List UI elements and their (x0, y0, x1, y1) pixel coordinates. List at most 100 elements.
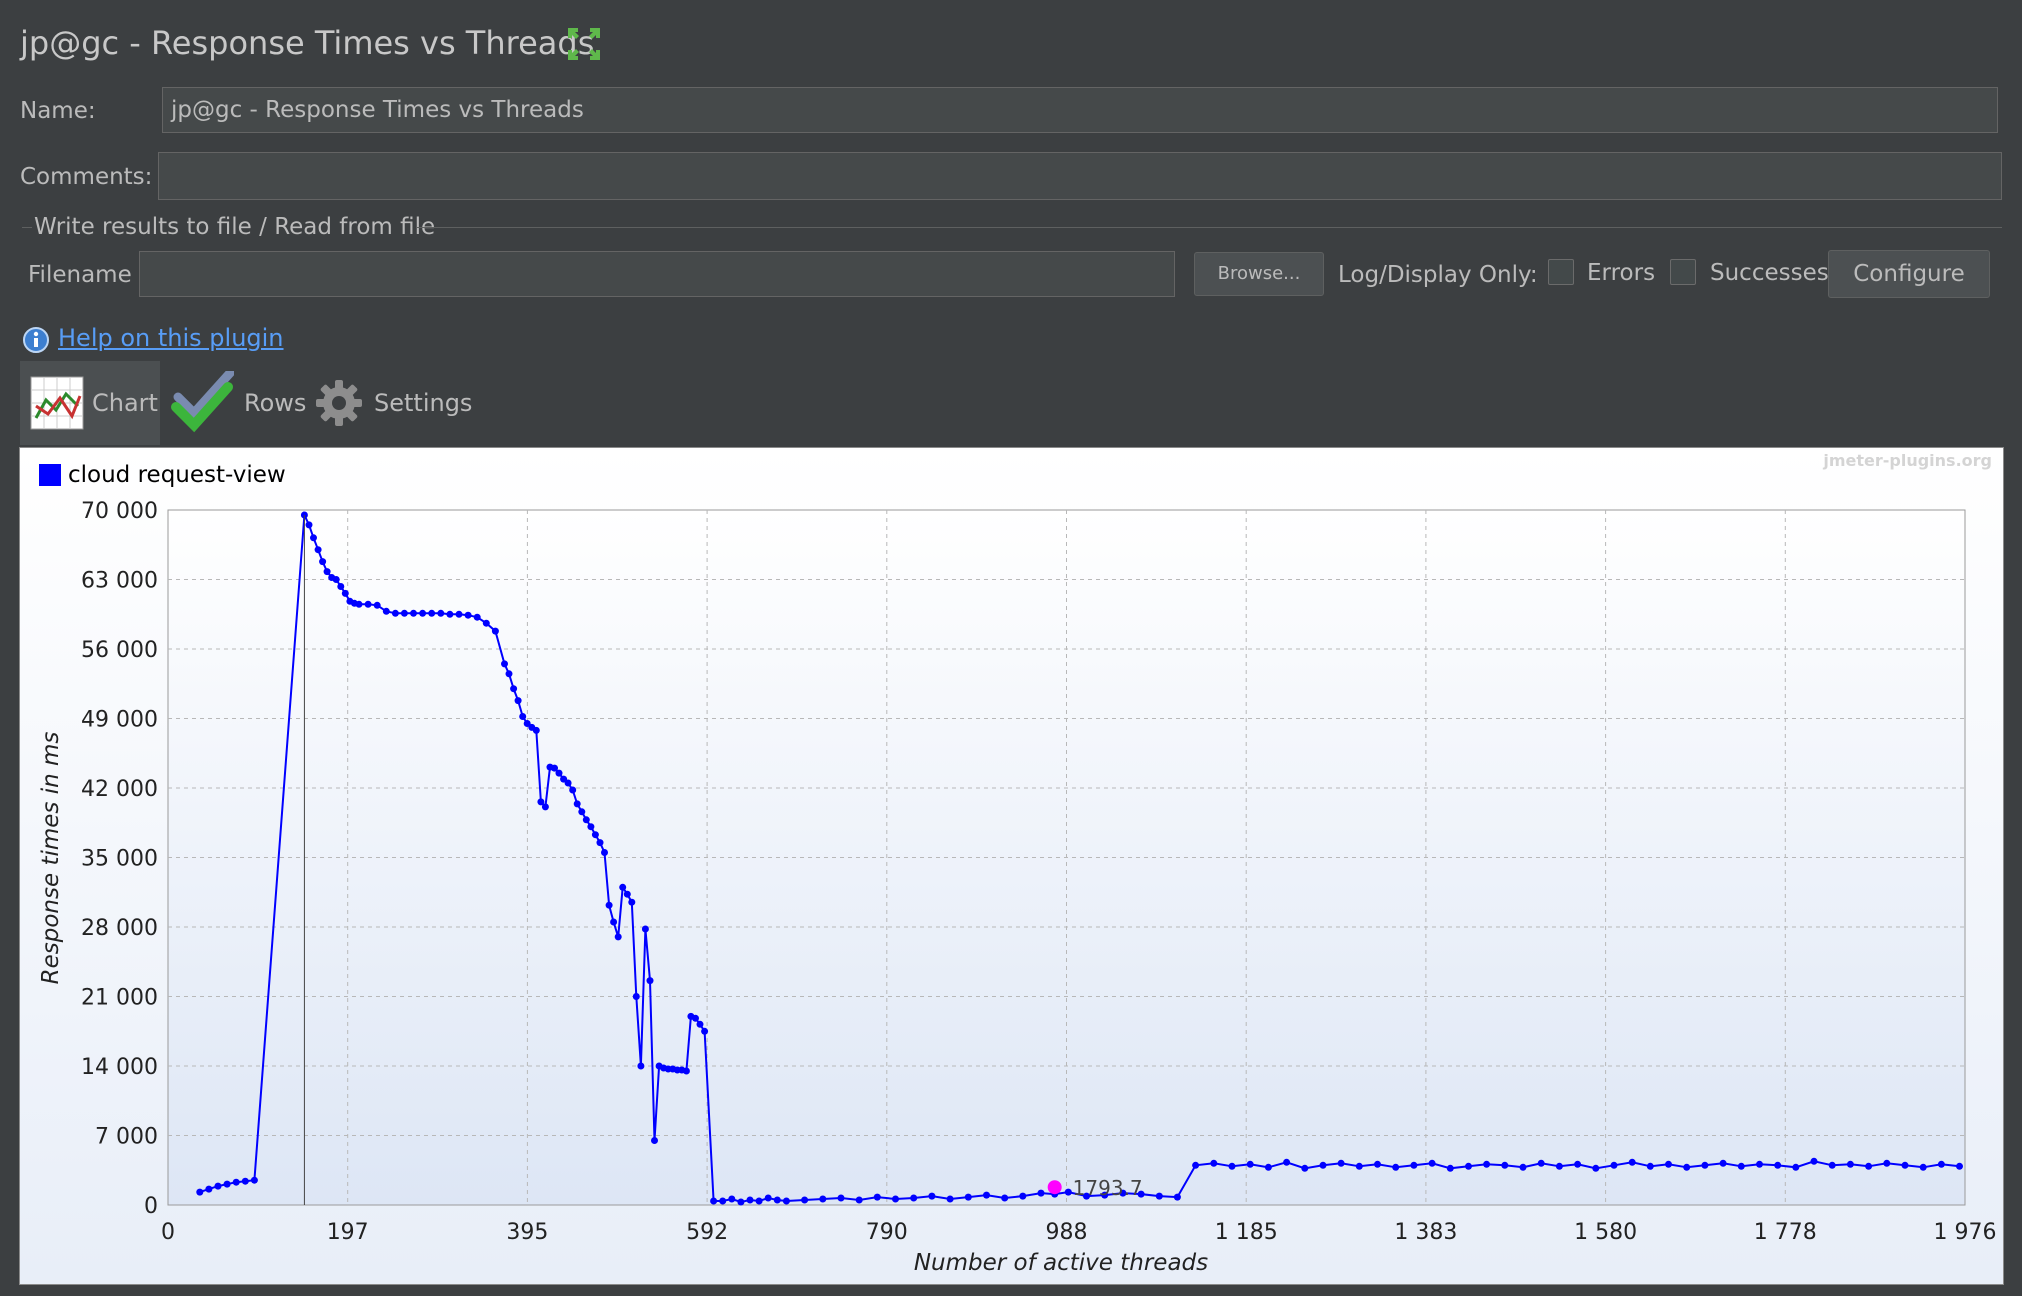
filename-input[interactable] (139, 251, 1175, 297)
data-point (214, 1182, 222, 1190)
data-point (637, 1062, 645, 1070)
data-point (873, 1193, 881, 1201)
data-point (1683, 1163, 1691, 1171)
data-point (1555, 1162, 1563, 1170)
tab-chart[interactable]: Chart (20, 361, 160, 445)
data-point (382, 607, 390, 615)
data-point (601, 849, 608, 856)
data-point (1319, 1161, 1327, 1169)
hover-value-label: 1793.7 (1073, 1176, 1143, 1200)
data-point (341, 589, 349, 597)
data-point (1155, 1192, 1163, 1200)
y-tick-label: 49 000 (81, 708, 158, 733)
browse-button[interactable]: Browse... (1194, 252, 1324, 296)
x-axis-label: Number of active threads (914, 1250, 1208, 1276)
data-point (819, 1195, 827, 1203)
data-point (623, 890, 631, 898)
data-point (764, 1194, 772, 1202)
data-point (641, 925, 649, 933)
info-icon (23, 327, 49, 353)
data-point (332, 576, 340, 583)
data-point (1446, 1164, 1454, 1172)
errors-checkbox[interactable] (1548, 259, 1574, 285)
y-tick-label: 14 000 (81, 1055, 158, 1080)
y-tick-label: 70 000 (81, 499, 158, 524)
successes-checkbox[interactable] (1670, 259, 1696, 285)
x-tick-label: 1 976 (1934, 1220, 1997, 1245)
data-point (1846, 1160, 1854, 1168)
expand-arrows-icon[interactable] (566, 26, 602, 62)
data-point (305, 521, 313, 529)
data-point (455, 610, 463, 618)
legend-swatch (39, 464, 61, 486)
data-point (446, 610, 454, 618)
x-tick-label: 592 (686, 1220, 728, 1245)
data-point (1355, 1162, 1363, 1170)
tab-settings[interactable]: Settings (314, 361, 474, 445)
y-tick-label: 42 000 (81, 777, 158, 802)
data-point (651, 1137, 658, 1144)
data-point (510, 685, 518, 693)
comments-input[interactable] (158, 152, 2002, 200)
name-input[interactable]: jp@gc - Response Times vs Threads (162, 87, 1998, 133)
data-point (205, 1185, 213, 1193)
data-point (1392, 1163, 1400, 1171)
x-tick-label: 1 383 (1394, 1220, 1457, 1245)
data-point (1037, 1189, 1045, 1197)
data-point (337, 583, 345, 590)
x-tick-label: 395 (506, 1220, 548, 1245)
data-point (537, 798, 545, 806)
data-point (1465, 1162, 1472, 1170)
data-point (701, 1027, 709, 1035)
configure-button[interactable]: Configure (1828, 250, 1990, 298)
data-point (564, 779, 572, 787)
data-point (946, 1195, 954, 1203)
data-point (1083, 1192, 1090, 1200)
data-point (596, 839, 604, 847)
data-point (1228, 1162, 1236, 1170)
data-point (719, 1197, 727, 1205)
data-point (1774, 1161, 1782, 1169)
x-tick-label: 988 (1046, 1220, 1088, 1245)
data-point (591, 831, 599, 839)
data-point (696, 1020, 704, 1028)
data-point (1792, 1163, 1800, 1171)
tab-rows[interactable]: Rows (170, 361, 310, 445)
data-point (1719, 1159, 1727, 1167)
data-point (1574, 1160, 1582, 1168)
data-point (610, 918, 618, 926)
data-point (1937, 1160, 1945, 1168)
y-tick-label: 21 000 (81, 986, 158, 1011)
data-point (746, 1196, 754, 1204)
data-point (1646, 1162, 1654, 1170)
log-display-only-label: Log/Display Only: (1338, 262, 1538, 288)
data-point (801, 1196, 809, 1204)
data-point (1628, 1158, 1636, 1166)
data-point (473, 613, 481, 621)
data-point (532, 726, 540, 734)
x-tick-label: 0 (161, 1220, 175, 1245)
x-tick-label: 1 580 (1574, 1220, 1637, 1245)
data-point (1610, 1161, 1618, 1169)
data-point (1137, 1190, 1145, 1198)
data-point (755, 1197, 763, 1205)
data-point (1192, 1161, 1200, 1169)
data-point (391, 609, 399, 617)
watermark: jmeter-plugins.org (1822, 451, 1992, 470)
help-link[interactable]: Help on this plugin (58, 324, 284, 352)
window-title: jp@gc - Response Times vs Threads (20, 24, 595, 62)
data-point (1283, 1158, 1291, 1166)
data-point (1428, 1159, 1436, 1167)
data-point (619, 883, 627, 891)
data-point (314, 546, 322, 554)
data-point (582, 816, 590, 824)
data-point (1883, 1159, 1891, 1167)
data-point (737, 1198, 745, 1206)
tab-settings-label: Settings (374, 389, 473, 417)
y-tick-label: 63 000 (81, 569, 158, 594)
data-point (541, 803, 549, 811)
tab-chart-label: Chart (92, 389, 158, 417)
data-point (1865, 1162, 1873, 1170)
data-point (523, 720, 531, 727)
data-point (491, 627, 499, 635)
